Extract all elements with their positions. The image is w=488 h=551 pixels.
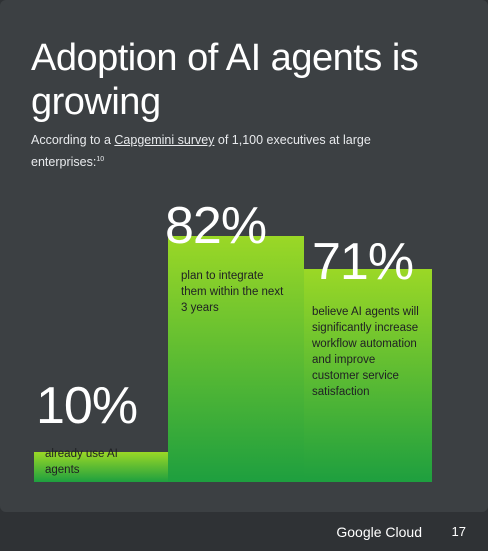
slide-title: Adoption of AI agents is growing [31, 37, 419, 123]
subtitle-text-rest: of 1,100 executives at large enterprises… [31, 133, 371, 170]
bar [34, 452, 168, 482]
page-number: 17 [451, 524, 466, 539]
slide-subtitle: According to a Capgemini survey of 1,100… [31, 131, 431, 172]
chart-svg [34, 236, 432, 482]
footnote-ref: 10 [96, 156, 105, 163]
subtitle-text: According to a [31, 133, 115, 147]
bar-category-label: already use AI agents [45, 448, 118, 476]
bar-category-label: plan to integrate them within the next 3… [181, 270, 284, 314]
bar-value-label: 82% [165, 197, 267, 255]
adoption-bar-chart [34, 236, 432, 482]
footer: Google Cloud 17 [0, 512, 488, 551]
slide: Adoption of AI agents is growing Accordi… [0, 0, 488, 512]
bar-value-label: 71% [312, 233, 414, 291]
google-cloud-logo: Google Cloud [336, 524, 422, 540]
bar-value-label: 10% [36, 377, 138, 435]
bar [168, 236, 304, 482]
bar-category-label: believe AI agents will significantly inc… [312, 306, 419, 398]
bar [304, 269, 432, 482]
capgemini-survey-link[interactable]: Capgemini survey [114, 133, 215, 147]
